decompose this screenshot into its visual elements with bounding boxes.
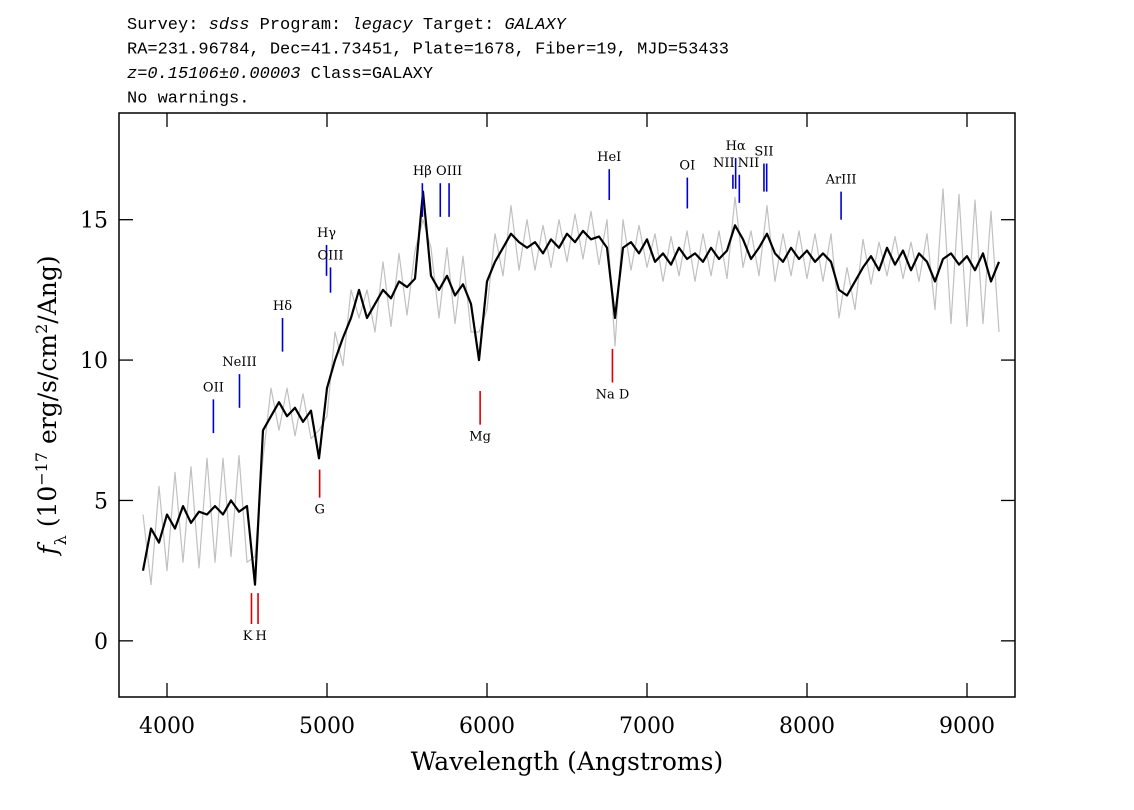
y-tick-label: 5 [94, 489, 108, 514]
y-axis-label: fλ (10−17 erg/s/cm2/Ang) [32, 255, 70, 556]
y-label-part: λ [51, 535, 70, 545]
header-line: RA=231.96784, Dec=41.73451, Plate=1678, … [127, 41, 729, 60]
x-tick-label: 9000 [939, 714, 995, 739]
header-text: Program: [249, 16, 351, 35]
spectral-line-label: OIII [317, 248, 343, 263]
y-tick-label: 0 [94, 630, 108, 655]
spectral-line-label: OIII [436, 164, 462, 179]
spectral-line-label: NII [738, 156, 760, 171]
x-tick-label: 8000 [779, 714, 835, 739]
spectral-line-label: SII [754, 145, 773, 160]
header-text: z=0.15106±0.00003 [127, 65, 300, 84]
x-axis-label: Wavelength (Angstroms) [411, 747, 723, 776]
spectral-line-label: Hα [726, 139, 746, 154]
spectral-line-label: Na D [596, 388, 630, 403]
y-label-part: /Ang) [33, 255, 62, 323]
header-text: sdss [209, 16, 250, 35]
plot-frame [118, 112, 1016, 698]
spectral-line-label: NII [713, 156, 735, 171]
header-line: z=0.15106±0.00003 Class=GALAXY [127, 65, 433, 84]
spectral-line-label: OI [679, 159, 695, 174]
header-line: No warnings. [127, 90, 249, 109]
spectral-line-label: Hδ [273, 299, 292, 314]
spectral-line-label: G [314, 503, 324, 518]
spectral-line-label: Hβ [413, 164, 432, 179]
y-tick-label: 15 [80, 209, 108, 234]
spectrum-line [141, 190, 1001, 586]
x-tick-label: 5000 [299, 714, 355, 739]
spectral-line-label: ArIII [825, 173, 857, 188]
spectral-line-label: NeIII [222, 355, 256, 370]
y-label-part: (10 [33, 486, 62, 536]
y-label-part: 2 [32, 324, 51, 334]
header-text: GALAXY [505, 16, 568, 35]
y-label-part: −17 [32, 452, 51, 486]
header-text: No warnings. [127, 90, 249, 109]
header-text: Class=GALAXY [300, 65, 433, 84]
header-text: RA=231.96784, Dec=41.73451, Plate=1678, … [127, 41, 729, 60]
y-label-part: f [33, 542, 62, 557]
x-tick-label: 7000 [619, 714, 675, 739]
header-text: Target: [413, 16, 505, 35]
spectral-line-label: Mg [469, 430, 491, 445]
y-tick-label: 10 [80, 349, 108, 374]
header: Survey: sdss Program: legacy Target: GAL… [127, 16, 729, 109]
spectral-line-label: K [243, 629, 253, 644]
spectral-line-label: HeI [597, 150, 621, 165]
spectral-line-label: H [255, 629, 266, 644]
header-text: legacy [351, 16, 413, 35]
header-line: Survey: sdss Program: legacy Target: GAL… [127, 16, 568, 35]
spectral-line-label: OII [203, 380, 224, 395]
spectral-line-label: Hγ [317, 226, 336, 241]
x-tick-label: 6000 [459, 714, 515, 739]
y-label-part: erg/s/cm [33, 334, 62, 452]
header-text: Survey: [127, 16, 209, 35]
x-tick-label: 4000 [139, 714, 195, 739]
